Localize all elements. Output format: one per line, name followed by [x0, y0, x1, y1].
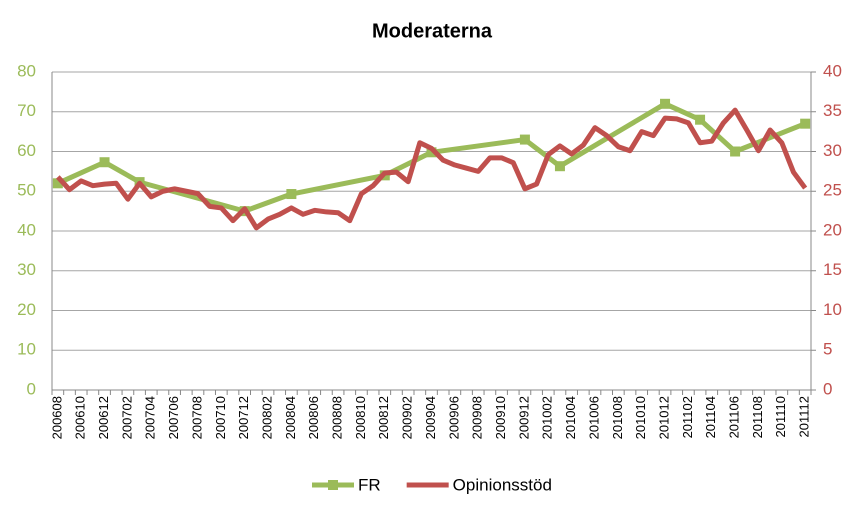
y2-tick-label: 0 — [823, 379, 832, 398]
x-tick-label: 200704 — [143, 396, 158, 439]
x-tick-label: 200802 — [259, 396, 274, 439]
x-tick-label: 200812 — [376, 396, 391, 439]
x-tick-label: 200912 — [516, 396, 531, 439]
x-tick-label: 200908 — [470, 396, 485, 439]
y-tick-label: 50 — [17, 181, 36, 200]
x-tick-label: 200906 — [446, 396, 461, 439]
x-tick-label: 200808 — [330, 396, 345, 439]
y2-tick-label: 10 — [823, 300, 842, 319]
x-tick-label: 200708 — [189, 396, 204, 439]
series-marker — [695, 114, 706, 125]
y2-tick-label: 25 — [823, 181, 842, 200]
x-tick-label: 200806 — [306, 396, 321, 439]
series-marker — [426, 147, 437, 158]
series-marker — [554, 161, 565, 172]
x-tick-label: 201108 — [750, 396, 765, 438]
x-tick-label: 200902 — [400, 396, 415, 439]
series-marker — [99, 157, 110, 168]
x-tick-label: 200810 — [353, 396, 368, 439]
y-tick-label: 70 — [17, 101, 36, 120]
x-tick-label: 201104 — [703, 396, 718, 438]
x-tick-label: 201010 — [633, 396, 648, 439]
x-tick-label: 201002 — [540, 396, 555, 439]
x-tick-label: 201008 — [610, 396, 625, 439]
y2-tick-label: 35 — [823, 101, 842, 120]
x-tick-label: 201012 — [656, 396, 671, 439]
y-tick-label: 80 — [17, 61, 36, 80]
legend-label: Opinionsstöd — [453, 475, 552, 494]
y-tick-label: 60 — [17, 141, 36, 160]
x-tick-label: 200804 — [283, 396, 298, 439]
y2-tick-label: 20 — [823, 220, 842, 239]
x-tick-label: 201004 — [563, 396, 578, 439]
chart-title: Moderaterna — [372, 20, 493, 42]
x-tick-label: 201112 — [797, 396, 812, 437]
series-marker — [519, 134, 530, 145]
y-tick-label: 30 — [17, 260, 36, 279]
series-marker — [286, 189, 297, 200]
legend-marker — [328, 480, 338, 490]
y-tick-label: 0 — [27, 379, 36, 398]
series-line — [56, 101, 807, 214]
x-tick-label: 200608 — [49, 396, 64, 439]
x-tick-label: 201106 — [727, 396, 742, 438]
x-tick-label: 200710 — [213, 396, 228, 439]
x-tick-label: 201102 — [680, 396, 695, 438]
x-tick-label: 200612 — [96, 396, 111, 439]
x-tick-label: 200712 — [236, 396, 251, 439]
legend-label: FR — [358, 475, 381, 494]
x-tick-label: 200706 — [166, 396, 181, 439]
series-marker — [52, 178, 63, 189]
x-tick-label: 201006 — [586, 396, 601, 439]
x-tick-label: 200910 — [493, 396, 508, 439]
y-tick-label: 20 — [17, 300, 36, 319]
series-marker — [800, 118, 811, 129]
series-marker — [730, 146, 741, 157]
y2-tick-label: 30 — [823, 141, 842, 160]
y-tick-label: 40 — [17, 220, 36, 239]
y2-tick-label: 5 — [823, 340, 832, 359]
x-tick-label: 200702 — [119, 396, 134, 439]
y-tick-label: 10 — [17, 340, 36, 359]
y2-tick-label: 15 — [823, 260, 842, 279]
series-marker — [660, 98, 671, 109]
x-tick-label: 201110 — [773, 396, 788, 437]
x-tick-label: 200904 — [423, 396, 438, 439]
series-line — [55, 107, 808, 231]
y2-tick-label: 40 — [823, 61, 842, 80]
x-tick-label: 200610 — [73, 396, 88, 439]
